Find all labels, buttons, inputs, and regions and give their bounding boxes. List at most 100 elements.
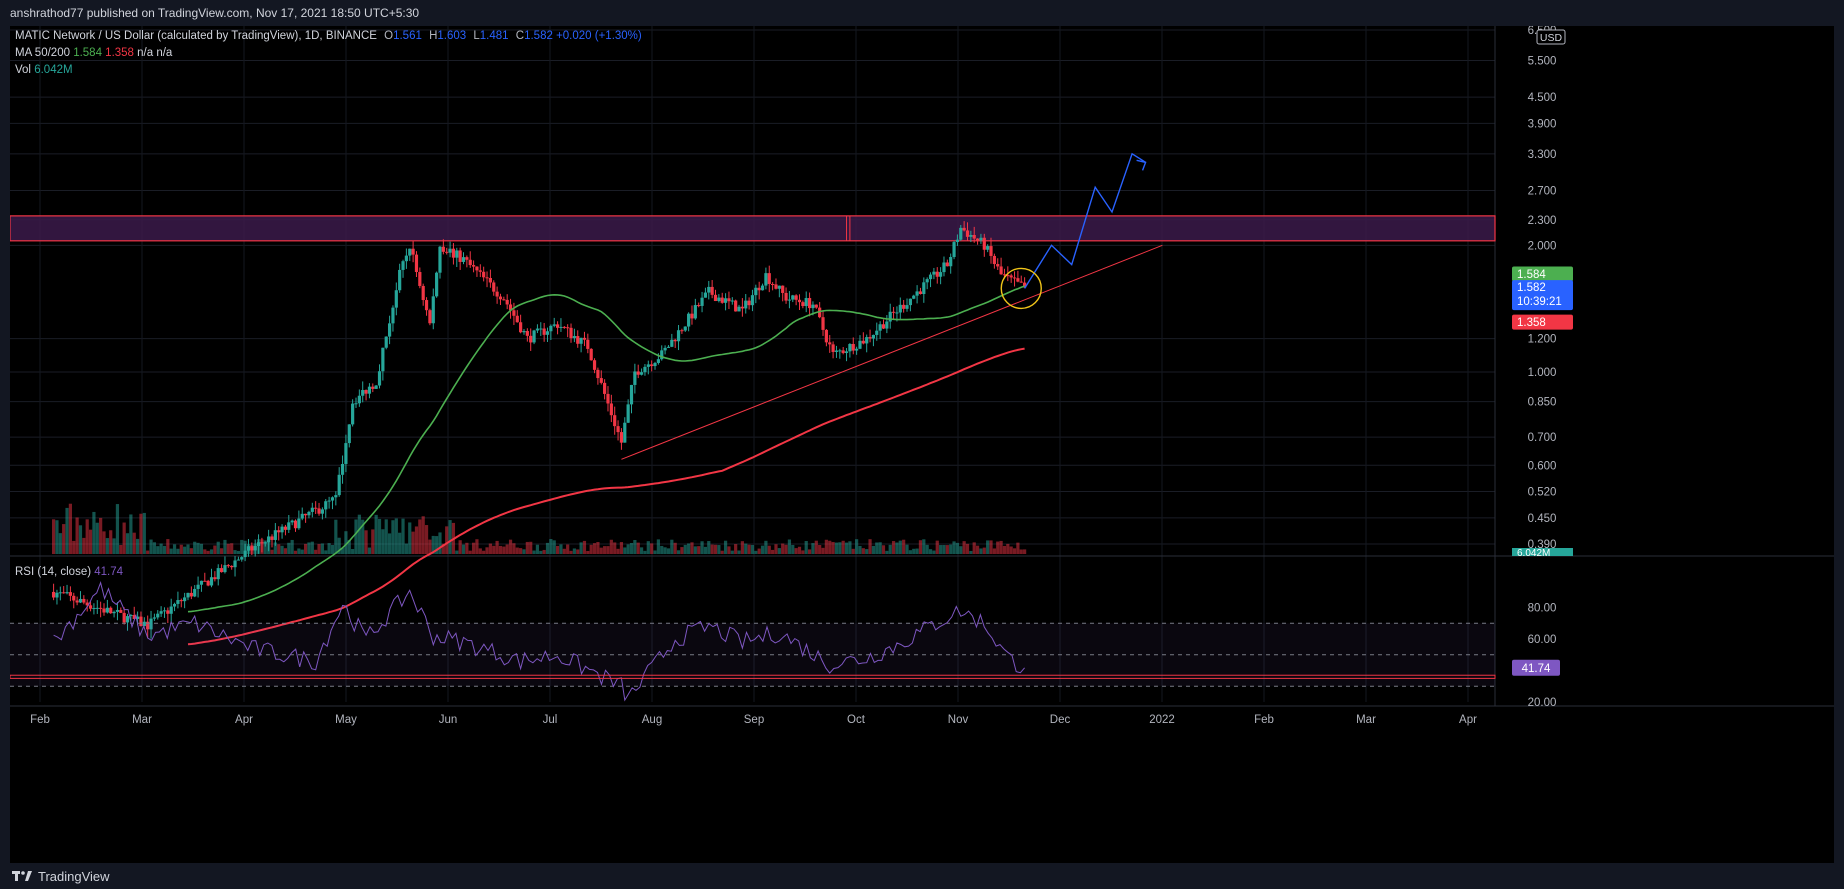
moving-averages [187,285,1025,646]
vol-label[interactable]: Vol [15,64,31,76]
candle-body [851,343,855,351]
volume-bar [797,546,802,554]
volume-bar [807,549,812,554]
volume-bar [569,550,573,554]
ma-label[interactable]: MA 50/200 [15,47,70,59]
volume-bar [505,544,509,554]
volume-bar [754,550,758,554]
tradingview-logo-icon[interactable] [12,869,32,883]
candle-body [314,507,318,509]
volume-bar [982,547,986,554]
chart-frame[interactable]: 6.5005.5004.5003.9003.3002.7002.3002.000… [9,25,1834,863]
volume-bar [908,550,912,554]
candle-body [703,292,708,298]
volume-bar [844,542,849,554]
price-tick-label: 3.900 [1528,118,1557,130]
volume-bar [159,543,163,554]
candle-body [525,331,529,336]
volume-bar [68,503,72,554]
volume-bar [424,525,429,554]
volume-bar [297,548,301,554]
volume-bar [535,544,540,554]
candle-body [949,257,953,267]
volume-bar [387,533,392,554]
candle-body [105,607,109,613]
volume-bar [65,507,69,554]
candle-body [253,546,257,551]
candle-body [310,507,314,512]
footer-brand[interactable]: TradingView [38,868,110,884]
candle-body [226,565,230,567]
candle-body [935,271,939,277]
candle-body [478,270,482,272]
price-tick-label: 3.300 [1528,149,1557,161]
volume-bar [146,550,150,554]
volume-bar [871,545,876,554]
volume-bar [878,542,882,554]
rsi-tick-label: 60.00 [1528,634,1557,646]
candle-body [986,246,990,250]
candle-body [119,609,123,613]
candle-body [398,269,402,291]
symbol-title[interactable]: MATIC Network / US Dollar (calculated by… [15,30,377,42]
candle-body [367,386,372,394]
volume-bar [898,540,902,554]
volume-bar [912,548,916,554]
candle-body [861,340,865,344]
candle-body [468,259,472,266]
volume-bar [972,542,976,554]
volume-bar [834,542,839,554]
volume-bar [787,539,792,554]
volume-bar [629,542,634,554]
candle-body [172,603,177,607]
volume-bar [740,541,744,554]
time-axis: Feb Mar Apr May Jun Jul Aug Sep Oct Nov Dec 2022 Feb… [30,714,1477,726]
candle-body [764,273,768,286]
volume-bar [465,542,469,554]
candle-body [562,326,566,328]
volume-bar [542,549,546,554]
candle-body [1012,277,1017,279]
volume-bar [219,548,224,554]
volume-bar [579,542,583,554]
candle-body [246,546,251,551]
candle-body [139,616,143,627]
volume-bar [1012,548,1017,554]
candle-body [109,607,113,614]
candle-body [169,606,173,614]
price-tick-label: 0.700 [1528,432,1557,444]
volume-bar [522,549,526,554]
volume-bar [532,550,536,554]
volume-bar [636,542,640,554]
volume-bar [337,537,341,554]
rsi-label[interactable]: RSI (14, close) [15,566,92,578]
volume-bar [482,550,486,554]
volume-bar [784,544,788,554]
volume-bar [85,519,89,554]
time-tick-label: Feb [30,714,50,726]
candle-body [354,403,358,405]
volume-bar [979,548,983,554]
candle-body [351,403,355,425]
volume-bar [710,544,714,554]
candle-body [760,285,765,291]
chart-canvas[interactable]: 6.5005.5004.5003.9003.3002.7002.3002.000… [9,25,1834,863]
volume-bar [680,547,684,554]
trendline [621,244,1163,460]
volume-bar [149,539,153,554]
last-price-badge-text: 1.582 [1517,282,1546,294]
candle-body [465,257,469,260]
candle-body [330,497,335,501]
annotations [621,152,1163,460]
candle-body [666,346,671,348]
candle-body [142,621,146,627]
candle-body [535,328,540,331]
time-tick-label: Jul [543,714,558,726]
candle-body [633,371,637,385]
volume-bar [391,520,395,554]
candle-body [361,390,365,396]
volume-bar [609,539,613,554]
candle-body [959,227,963,240]
candle-body [374,385,378,389]
candle-body [445,251,449,253]
